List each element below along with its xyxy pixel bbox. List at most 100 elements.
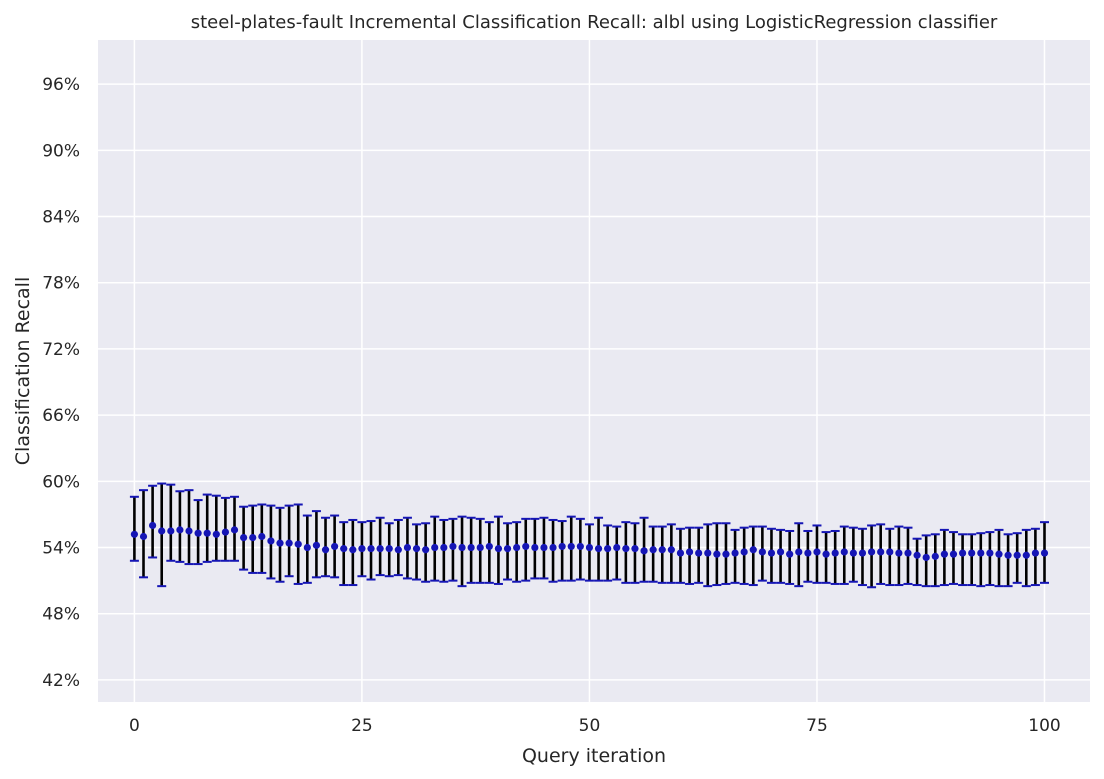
data-point: [804, 549, 812, 557]
data-point: [576, 542, 584, 551]
data-point: [585, 543, 594, 552]
data-point: [622, 545, 630, 553]
y-tick-label: 90%: [42, 141, 80, 161]
data-point: [767, 549, 776, 557]
data-point: [867, 548, 876, 556]
y-tick-labels: 42% 48% 54% 60% 66% 72% 78% 84% 90% 96%: [42, 75, 80, 691]
data-point: [376, 545, 384, 553]
data-point: [940, 550, 948, 558]
x-tick-label: 100: [1028, 716, 1060, 736]
y-tick-label: 78%: [42, 274, 80, 294]
chart-title: steel-plates-fault Incremental Classific…: [191, 12, 998, 33]
data-point: [977, 549, 985, 557]
data-point: [813, 548, 821, 556]
data-point: [249, 534, 257, 542]
data-point: [139, 532, 148, 541]
data-point: [494, 545, 503, 553]
y-axis-label: Classification Recall: [12, 277, 34, 465]
data-point: [968, 549, 976, 557]
y-tick-label: 96%: [42, 75, 80, 95]
data-point: [858, 549, 867, 557]
data-point: [422, 546, 430, 554]
data-point: [467, 543, 475, 552]
data-point: [385, 545, 393, 553]
data-point: [358, 545, 366, 553]
data-point: [685, 548, 694, 556]
data-point: [722, 550, 730, 558]
data-point: [312, 541, 321, 549]
data-point: [658, 546, 666, 554]
data-point: [540, 543, 548, 552]
data-point: [340, 545, 348, 553]
data-point: [367, 545, 375, 553]
data-point: [795, 548, 803, 556]
data-point: [449, 542, 457, 551]
data-point: [567, 542, 575, 551]
y-tick-label: 48%: [42, 605, 80, 625]
data-point: [695, 549, 703, 557]
x-tick-labels: 0 25 50 75 100: [129, 716, 1061, 736]
data-point: [185, 527, 193, 535]
data-point: [149, 521, 157, 530]
data-point: [194, 529, 202, 537]
data-point: [995, 550, 1003, 558]
plot-background: [98, 40, 1090, 702]
data-point: [203, 529, 211, 537]
x-tick-label: 50: [579, 716, 601, 736]
data-point: [786, 550, 794, 558]
data-point: [986, 549, 994, 557]
data-point: [1013, 551, 1021, 559]
data-point: [412, 545, 421, 553]
data-point: [949, 550, 958, 558]
data-point: [1040, 549, 1049, 557]
y-tick-label: 66%: [42, 406, 80, 426]
data-point: [704, 549, 712, 557]
data-marks: [129, 482, 1049, 589]
data-point: [931, 552, 939, 560]
data-point: [822, 550, 830, 558]
data-point: [258, 532, 266, 541]
data-point: [294, 540, 302, 548]
data-point: [276, 539, 284, 547]
x-axis-label: Query iteration: [522, 745, 666, 767]
data-point: [667, 546, 675, 554]
data-point: [221, 528, 230, 536]
data-point: [640, 547, 648, 555]
data-point: [394, 546, 402, 554]
data-point: [604, 545, 612, 553]
data-point: [349, 546, 357, 554]
data-point: [167, 527, 175, 535]
data-point: [303, 543, 311, 552]
data-point: [594, 545, 603, 553]
data-point: [831, 549, 839, 557]
data-point: [431, 543, 439, 552]
data-point: [522, 542, 530, 551]
data-point: [840, 548, 848, 556]
data-point: [440, 543, 448, 552]
data-point: [513, 543, 521, 552]
data-point: [631, 545, 639, 553]
data-point: [1022, 551, 1030, 559]
x-tick-label: 75: [806, 716, 828, 736]
data-point: [240, 534, 248, 542]
data-point: [676, 549, 685, 557]
data-point: [731, 549, 739, 557]
data-point: [331, 542, 339, 551]
data-point: [158, 527, 166, 535]
data-point: [1004, 551, 1012, 559]
data-point: [895, 549, 903, 557]
data-point: [176, 526, 184, 534]
data-point: [849, 549, 857, 557]
data-point: [886, 548, 894, 556]
data-point: [458, 543, 466, 552]
data-point: [613, 543, 621, 552]
data-point: [776, 548, 785, 556]
data-point: [503, 545, 512, 553]
data-point: [549, 543, 557, 552]
data-point: [958, 549, 967, 557]
data-point: [130, 530, 139, 538]
y-tick-label: 60%: [42, 472, 80, 492]
data-point: [649, 546, 657, 554]
data-point: [922, 553, 930, 562]
